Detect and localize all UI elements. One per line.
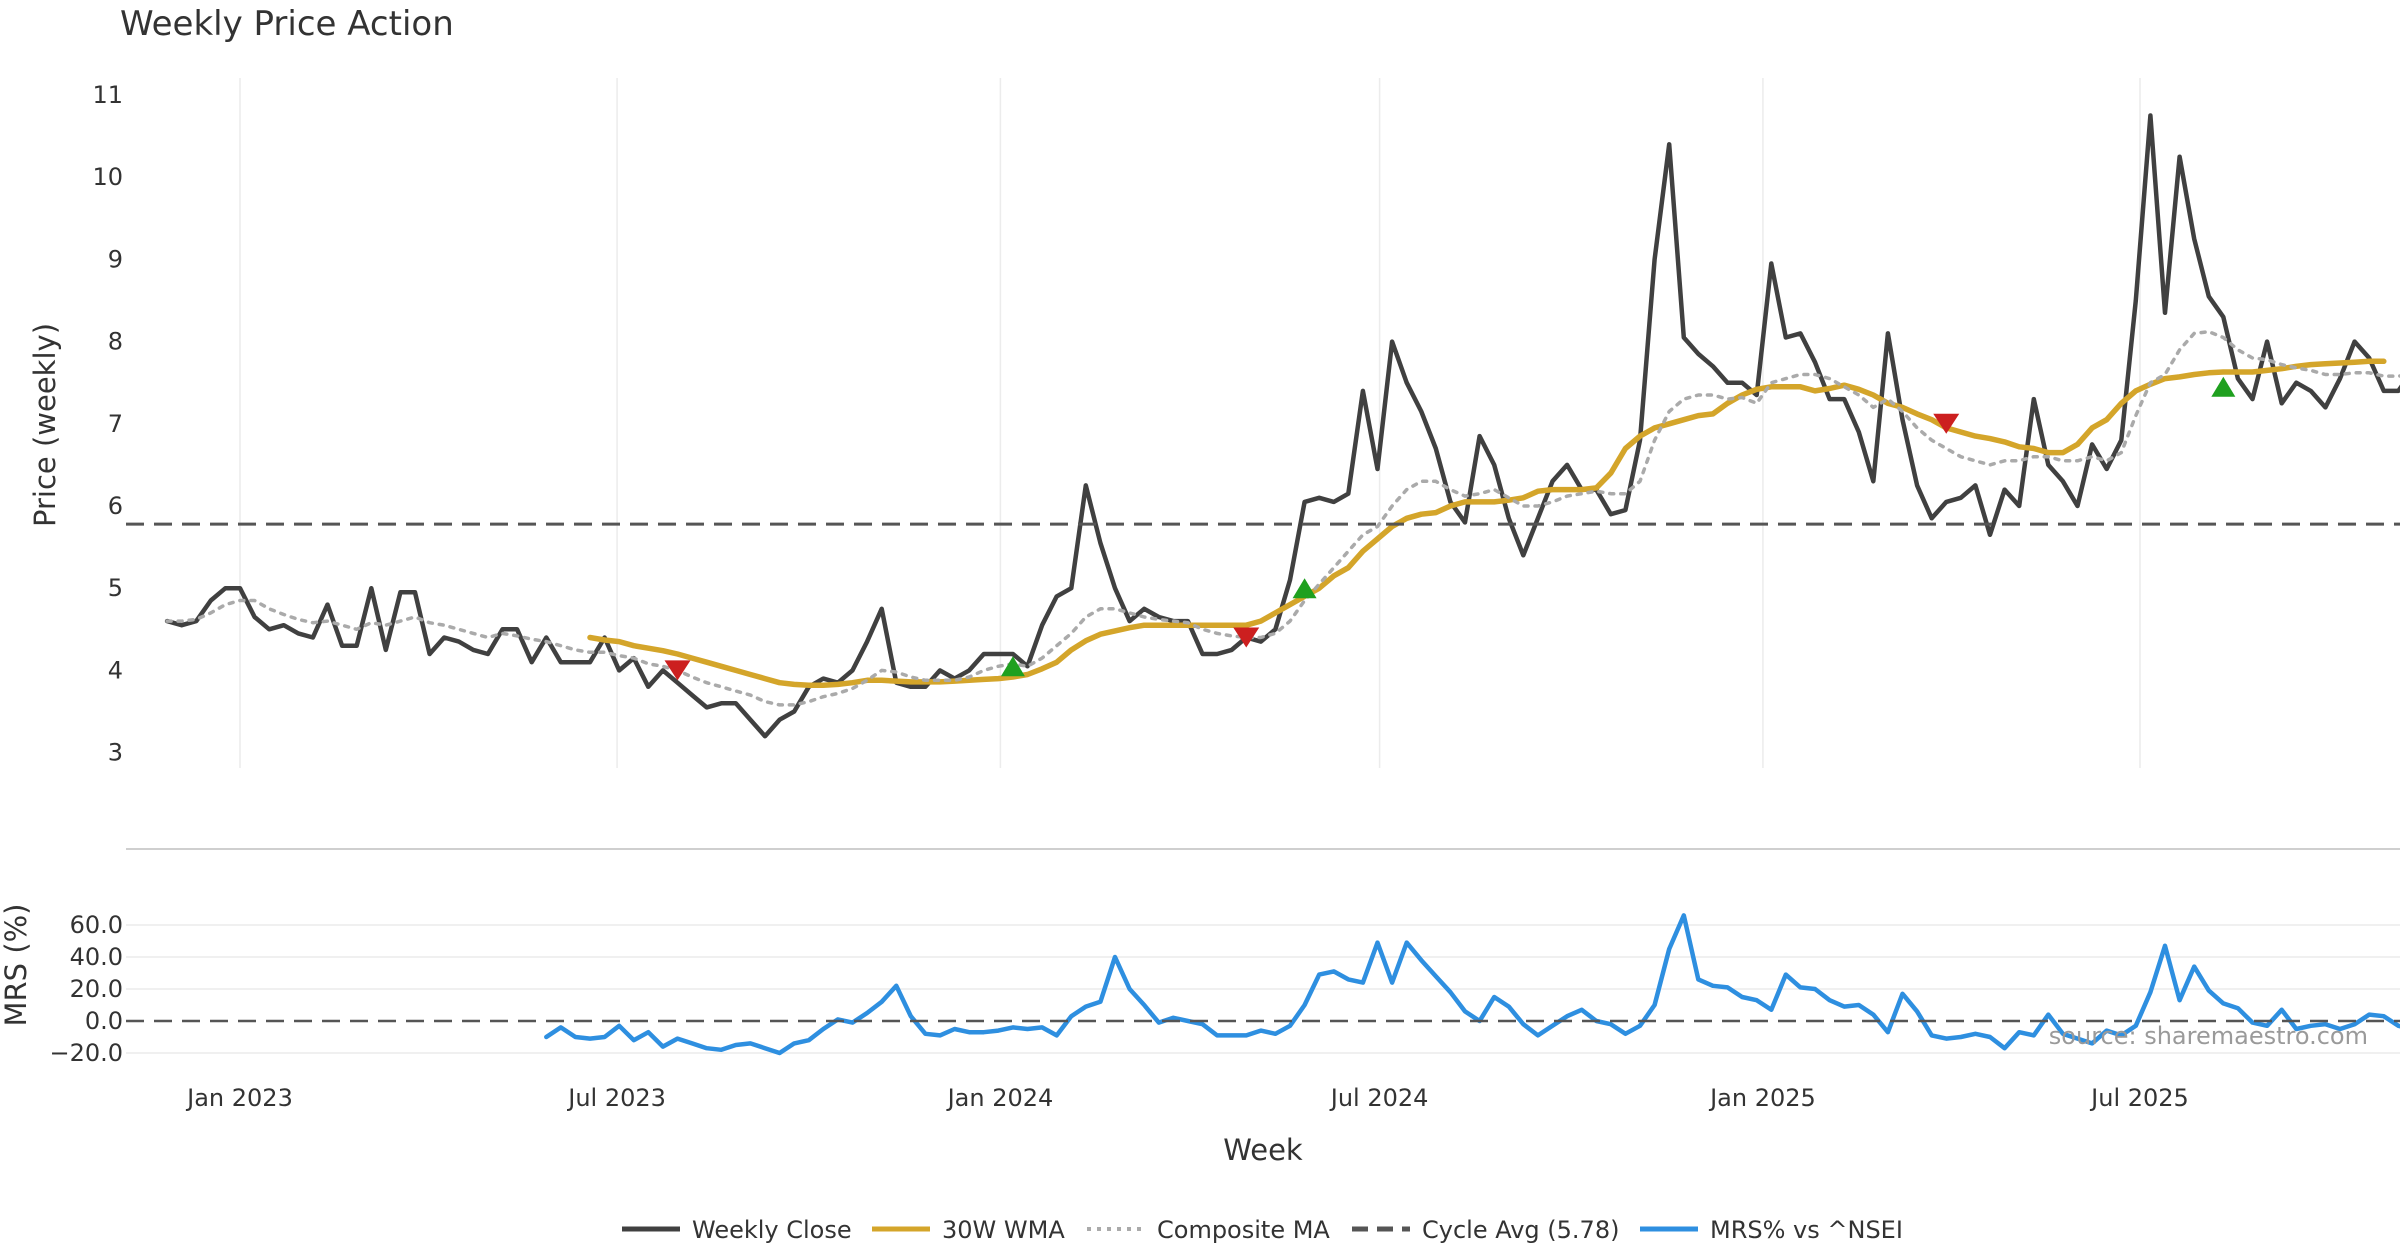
mrs-y-tick-label: 60.0 bbox=[70, 911, 123, 939]
price-panel: 3 4 5 6 7 8 9 10 11 bbox=[92, 81, 2400, 767]
x-tick-label: Jan 2023 bbox=[185, 1084, 293, 1112]
source-watermark: source: sharemaestro.com bbox=[2049, 1022, 2368, 1050]
mrs-y-tick-label: −20.0 bbox=[49, 1039, 123, 1067]
sell-signal-marker bbox=[1233, 627, 1260, 648]
sell-signal-marker bbox=[1933, 413, 1960, 434]
mrs-y-tick-label: 20.0 bbox=[70, 975, 123, 1003]
mrs-y-axis-label: MRS (%) bbox=[0, 904, 33, 1027]
price-y-tick-label: 8 bbox=[108, 328, 123, 356]
price-y-tick-label: 3 bbox=[108, 739, 123, 767]
price-y-tick-label: 6 bbox=[108, 492, 123, 520]
price-y-tick-label: 9 bbox=[108, 245, 123, 273]
gridlines bbox=[126, 78, 2400, 1054]
x-tick-label: Jul 2025 bbox=[2089, 1084, 2189, 1112]
x-tick-label: Jan 2024 bbox=[946, 1084, 1054, 1112]
axis-labels: Price (weekly) MRS (%) Week source: shar… bbox=[0, 323, 2368, 1167]
x-axis-label: Week bbox=[1223, 1133, 1303, 1167]
mrs-panel: −20.0 0.0 20.0 40.0 60.0 bbox=[49, 911, 2400, 1067]
price-y-tick-label: 7 bbox=[108, 410, 123, 438]
chart-title: Weekly Price Action bbox=[120, 4, 454, 44]
sell-signal-marker bbox=[664, 660, 691, 681]
buy-signal-marker bbox=[2211, 376, 2236, 397]
legend: Weekly Close 30W WMA Composite MA Cycle Avg… bbox=[622, 1216, 1903, 1244]
legend-label: Cycle Avg (5.78) bbox=[1422, 1216, 1619, 1244]
30w-wma-series bbox=[587, 358, 2387, 688]
buy-signal-marker bbox=[1292, 578, 1317, 599]
legend-label: Weekly Close bbox=[692, 1216, 852, 1244]
x-tick-label: Jul 2023 bbox=[566, 1084, 666, 1112]
mrs-y-tick-label: 0.0 bbox=[85, 1007, 123, 1035]
composite-ma-series bbox=[165, 329, 2400, 707]
x-axis-ticks: Jan 2023 Jul 2023 Jan 2024 Jul 2024 Jan 2025… bbox=[185, 1084, 2189, 1112]
price-y-tick-label: 4 bbox=[108, 656, 123, 684]
legend-label: Composite MA bbox=[1157, 1216, 1330, 1244]
price-y-axis-label: Price (weekly) bbox=[28, 323, 62, 527]
price-y-tick-label: 11 bbox=[92, 81, 123, 109]
legend-label: MRS% vs ^NSEI bbox=[1710, 1216, 1903, 1244]
x-tick-label: Jul 2024 bbox=[1329, 1084, 1429, 1112]
mrs-vs-nsei-series bbox=[544, 913, 2400, 1056]
mrs-y-tick-label: 40.0 bbox=[70, 943, 123, 971]
weekly-close-series bbox=[164, 113, 2400, 739]
buy-signal-marker bbox=[1000, 656, 1025, 677]
x-tick-label: Jan 2025 bbox=[1708, 1084, 1816, 1112]
price-y-tick-label: 10 bbox=[92, 163, 123, 191]
price-y-tick-label: 5 bbox=[108, 574, 123, 602]
legend-label: 30W WMA bbox=[942, 1216, 1065, 1244]
